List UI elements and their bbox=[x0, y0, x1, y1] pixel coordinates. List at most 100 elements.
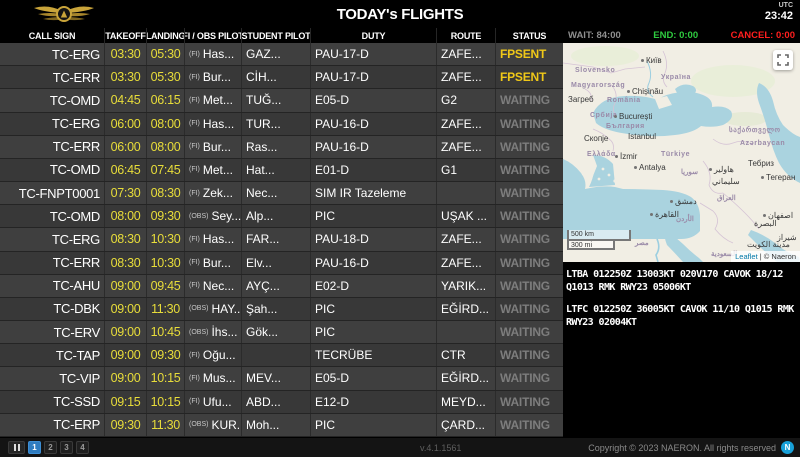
flight-row[interactable]: TC-DBK 09:00 11:30 (OBS) HAY... Şah... PI… bbox=[0, 297, 563, 322]
wait-counter: WAIT: 84:00 bbox=[568, 30, 621, 41]
flight-row[interactable]: TC-OMD 04:45 06:15 (FI) Met... TUĞ... E05… bbox=[0, 89, 563, 113]
takeoff-cell: 06:00 bbox=[104, 112, 146, 135]
callsign-cell: TC-ERG bbox=[51, 46, 100, 62]
utc-time: 23:42 bbox=[764, 10, 793, 23]
route-cell: ZAFE... bbox=[436, 112, 495, 135]
page-button-4[interactable]: 4 bbox=[76, 441, 89, 454]
takeoff-cell: 09:00 bbox=[104, 297, 146, 321]
status-cell: WAITING bbox=[495, 228, 563, 251]
flight-row[interactable]: TC-ERG 03:30 05:30 (FI) Has... GAZ... PAU… bbox=[0, 43, 563, 67]
map-city-label: Istanbul bbox=[628, 132, 657, 141]
pilot-role-prefix: (FI) bbox=[189, 73, 200, 81]
fi-obs-pilot-cell: (FI) Nec... bbox=[184, 274, 241, 297]
flight-row[interactable]: TC-ERR 08:30 10:30 (FI) Bur... Elv... PAU… bbox=[0, 251, 563, 275]
page-button-2[interactable]: 2 bbox=[44, 441, 57, 454]
takeoff-cell: 03:30 bbox=[104, 43, 146, 66]
flight-row[interactable]: TC-OMD 06:45 07:45 (FI) Met... Hat... E01… bbox=[0, 158, 563, 183]
route-cell: CTR bbox=[436, 344, 495, 367]
flight-row[interactable]: TC-ERG 08:30 10:30 (FI) Has... FAR... PAU… bbox=[0, 228, 563, 252]
map-country-label: Türkiye bbox=[661, 151, 691, 158]
landing-cell: 09:30 bbox=[146, 344, 184, 367]
fi-obs-pilot-name: Oğu... bbox=[202, 348, 236, 363]
flight-row[interactable]: TC-FNPT0001 07:30 08:30 (FI) Zek... Nec..… bbox=[0, 182, 563, 206]
map-country-label: الأردن bbox=[676, 216, 694, 223]
flight-row[interactable]: TC-ERV 09:00 10:45 (OBS) İhs... Gök... PI… bbox=[0, 321, 563, 345]
landing-cell: 08:00 bbox=[146, 135, 184, 158]
callsign-cell: TC-OMD bbox=[49, 162, 100, 178]
status-cell: WAITING bbox=[495, 390, 563, 413]
duty-cell: E05-D bbox=[310, 367, 436, 390]
map-fullscreen-button[interactable] bbox=[773, 50, 793, 70]
flight-row[interactable]: TC-ERR 06:00 08:00 (FI) Bur... Ras... PAU… bbox=[0, 135, 563, 159]
pause-icon bbox=[13, 444, 16, 451]
fi-obs-pilot-name: Nec... bbox=[202, 278, 235, 293]
fi-obs-pilot-cell: (FI) Bur... bbox=[184, 251, 241, 274]
fi-obs-pilot-cell: (FI) Oğu... bbox=[184, 344, 241, 367]
flight-row[interactable]: TC-AHU 09:00 09:45 (FI) Nec... AYÇ... E02… bbox=[0, 274, 563, 298]
takeoff-cell: 09:00 bbox=[104, 344, 146, 367]
status-cell: FPSENT bbox=[495, 66, 563, 89]
pilot-role-prefix: (FI) bbox=[189, 120, 200, 128]
map-scale-control: 500 km 300 mi bbox=[567, 230, 631, 250]
duty-cell: PAU-16-D bbox=[310, 112, 436, 135]
flight-row[interactable]: TC-TAP 09:00 09:30 (FI) Oğu... TECRÜBE CT… bbox=[0, 344, 563, 368]
flight-row[interactable]: TC-OMD 08:00 09:30 (OBS) Sey... Alp... PI… bbox=[0, 205, 563, 229]
pilot-role-prefix: (FI) bbox=[189, 235, 200, 243]
callsign-cell: TC-DBK bbox=[53, 301, 100, 317]
duty-cell: PIC bbox=[310, 321, 436, 344]
leaflet-link[interactable]: Leaflet bbox=[735, 252, 758, 261]
wings-logo-icon bbox=[34, 6, 94, 22]
callsign-cell: TC-ERR bbox=[52, 255, 101, 271]
landing-cell: 10:30 bbox=[146, 228, 184, 251]
map-city-label: مدينة الكويت bbox=[747, 240, 790, 249]
flight-row[interactable]: TC-SSD 09:15 10:15 (FI) Ufu... ABD... E12… bbox=[0, 390, 563, 414]
fi-obs-pilot-name: Zek... bbox=[202, 186, 233, 201]
callsign-cell: TC-ERV bbox=[53, 324, 101, 340]
callsign-cell: TC-FNPT0001 bbox=[18, 185, 101, 201]
landing-cell: 10:30 bbox=[146, 251, 184, 274]
callsign-cell: TC-ERG bbox=[51, 116, 100, 132]
map-city-label: هاولير bbox=[709, 166, 734, 174]
map-city-label: دمشق bbox=[670, 198, 697, 206]
status-cell: WAITING bbox=[495, 182, 563, 205]
map-city-label: سليماني bbox=[712, 177, 740, 186]
flight-row[interactable]: TC-VIP 09:00 10:15 (FI) Mus... MEV... E05… bbox=[0, 367, 563, 391]
student-pilot-cell: Elv... bbox=[241, 251, 310, 274]
takeoff-cell: 06:00 bbox=[104, 135, 146, 158]
duty-cell: SIM IR Tazeleme bbox=[310, 182, 436, 205]
student-pilot-cell: FAR... bbox=[241, 228, 310, 251]
landing-cell: 05:30 bbox=[146, 43, 184, 66]
landing-cell: 10:15 bbox=[146, 367, 184, 390]
fi-obs-pilot-cell: (OBS) HAY... bbox=[184, 297, 241, 321]
map-country-label: საქართველო bbox=[729, 127, 781, 134]
fi-obs-pilot-cell: (OBS)KUR... bbox=[184, 413, 241, 436]
flight-row[interactable]: TC-ERR 03:30 05:30 (FI) Bur... CİH... PAU… bbox=[0, 66, 563, 90]
page-button-3[interactable]: 3 bbox=[60, 441, 73, 454]
fi-obs-pilot-name: Has... bbox=[202, 116, 235, 131]
takeoff-cell: 09:00 bbox=[104, 367, 146, 390]
callsign-cell: TC-AHU bbox=[52, 278, 101, 294]
status-cell: FPSENT bbox=[495, 43, 563, 66]
takeoff-cell: 06:45 bbox=[104, 158, 146, 182]
takeoff-cell: 08:30 bbox=[104, 251, 146, 274]
fi-obs-pilot-name: Met... bbox=[202, 162, 233, 177]
flight-row[interactable]: TC-ERG 06:00 08:00 (FI) Has... TUR... PAU… bbox=[0, 112, 563, 136]
pause-button[interactable] bbox=[8, 441, 25, 454]
student-pilot-cell: Ras... bbox=[241, 135, 310, 158]
map-country-label: Azərbaycan bbox=[740, 140, 786, 147]
duty-cell: PAU-16-D bbox=[310, 135, 436, 158]
takeoff-cell: 07:30 bbox=[104, 182, 146, 205]
map[interactable]: Slovensko Magyarország Україна România Србиј… bbox=[563, 43, 800, 262]
callsign-cell: TC-OMD bbox=[49, 208, 100, 224]
student-pilot-cell: Hat... bbox=[241, 158, 310, 182]
route-cell: G1 bbox=[436, 158, 495, 182]
pilot-role-prefix: (OBS) bbox=[189, 421, 209, 429]
page-button-1[interactable]: 1 bbox=[28, 441, 41, 454]
flight-row[interactable]: TC-ERP 09:30 11:30 (OBS)KUR... Moh... PI… bbox=[0, 413, 563, 437]
metar-text: LTFC 012250Z 36005KT CAVOK 11/10 Q1015 R… bbox=[566, 304, 794, 328]
pilot-role-prefix: (FI) bbox=[189, 166, 200, 174]
duty-cell: PIC bbox=[310, 413, 436, 436]
flight-table: TC-ERG 03:30 05:30 (FI) Has... GAZ... PAU… bbox=[0, 43, 563, 437]
fi-obs-pilot-name: Mus... bbox=[202, 371, 236, 386]
